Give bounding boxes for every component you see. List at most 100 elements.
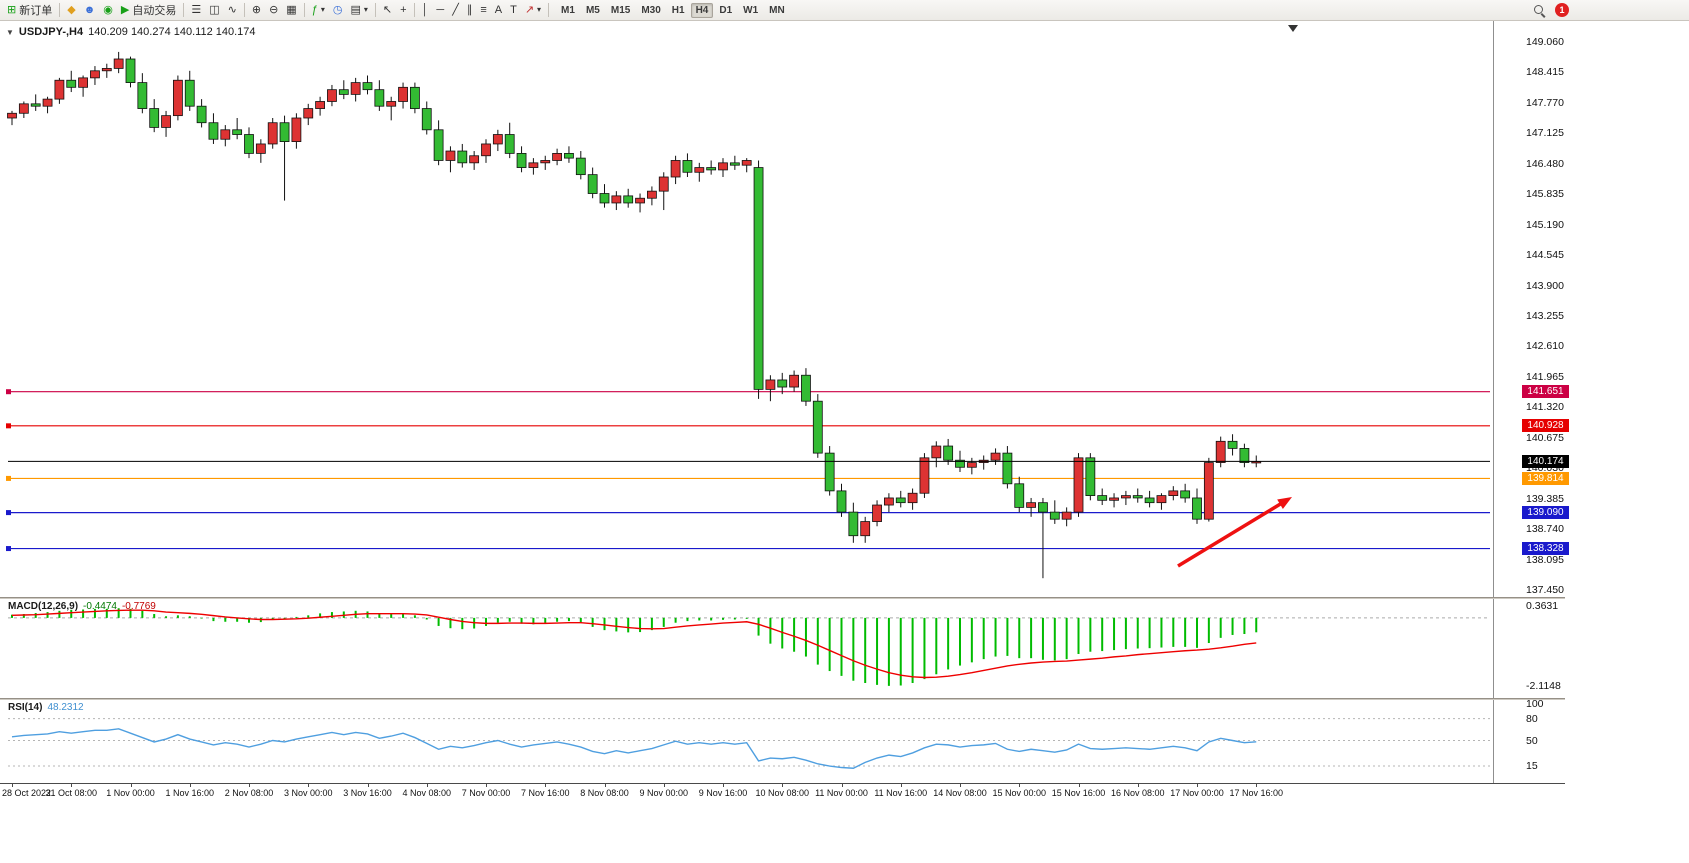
- candle: [220, 125, 231, 147]
- time-axis-label: 2 Nov 08:00: [224, 788, 274, 798]
- clock-icon: ◷: [332, 3, 343, 16]
- fibonacci-tool-button[interactable]: ≡: [476, 2, 490, 19]
- trendline-tool-button[interactable]: ╱: [448, 2, 463, 19]
- candle: [18, 101, 29, 118]
- vline-icon: │: [421, 3, 429, 16]
- rsi-axis-label: 50: [1526, 734, 1538, 747]
- hline-handle[interactable]: [6, 475, 11, 481]
- time-axis-label: 15 Nov 00:00: [992, 788, 1047, 798]
- community-button[interactable]: ◉: [99, 2, 117, 19]
- candle: [255, 139, 266, 163]
- candle: [943, 438, 954, 465]
- hline-tool-button[interactable]: ─: [432, 2, 448, 19]
- timeframe-button-mn[interactable]: MN: [764, 3, 790, 18]
- candle: [1073, 453, 1084, 517]
- time-axis-tick: [723, 784, 724, 787]
- candle: [575, 151, 586, 180]
- hline-handle[interactable]: [6, 423, 11, 429]
- candle: [801, 368, 811, 406]
- arrow-tool-button[interactable]: ↗ ▾: [521, 2, 545, 19]
- hline-handle[interactable]: [6, 510, 11, 516]
- price-axis-label: 146.480: [1526, 157, 1564, 170]
- fibonacci-icon: ≡: [480, 3, 487, 16]
- trend-arrow[interactable]: [1177, 500, 1285, 568]
- candle: [196, 99, 207, 128]
- new-chart-button[interactable]: ◆: [63, 2, 79, 19]
- candle: [113, 51, 124, 74]
- text-tool-button[interactable]: A: [491, 2, 506, 19]
- price-scale[interactable]: 149.060 148.415 147.770 147.125 146.480 145.8…: [1495, 21, 1689, 597]
- timeframe-button-h1[interactable]: H1: [667, 3, 690, 18]
- time-axis-tick: [71, 784, 73, 787]
- bars-chart-icon: ☰: [191, 3, 202, 16]
- profile-button[interactable]: ☻: [80, 2, 100, 19]
- main-chart-canvas: [6, 25, 1490, 579]
- macd-scale[interactable]: 0.3631 -2.1148: [1495, 599, 1689, 698]
- timeframe-button-d1[interactable]: D1: [714, 3, 737, 18]
- hline-handle[interactable]: [6, 546, 11, 552]
- candle: [149, 99, 160, 133]
- tile-windows-button[interactable]: ▦: [282, 2, 300, 19]
- candle: [232, 117, 243, 140]
- timeframe-button-h4[interactable]: H4: [690, 2, 714, 18]
- timeframe-button-m1[interactable]: M1: [556, 3, 580, 18]
- search-icon[interactable]: [1533, 4, 1546, 17]
- macd-label: MACD(12,26,9) -0.4474 -0.7769: [8, 601, 156, 612]
- candle: [635, 193, 645, 213]
- candle: [350, 77, 361, 102]
- time-axis-label: 11 Nov 00:00: [815, 788, 868, 798]
- panel-separator[interactable]: [0, 597, 1565, 599]
- channel-tool-button[interactable]: ∥: [463, 2, 477, 19]
- rsi-scale[interactable]: 100 80 50 15: [1495, 698, 1689, 783]
- zoom-out-button[interactable]: ⊖: [265, 2, 282, 19]
- candlestick-chart-button[interactable]: ◫: [205, 2, 223, 19]
- bars-chart-button[interactable]: ☰: [187, 2, 205, 19]
- cursor-button[interactable]: ↖: [379, 2, 396, 19]
- template-button[interactable]: ▤ ▾: [346, 2, 371, 19]
- candle: [362, 75, 373, 95]
- trendline-icon: ╱: [452, 3, 459, 16]
- hline-handle[interactable]: [6, 389, 11, 395]
- chart-shift-marker[interactable]: [1288, 25, 1298, 32]
- autotrade-button[interactable]: ▶ 自动交易: [117, 2, 180, 19]
- toolbar-separator: [303, 3, 305, 17]
- candle: [812, 394, 823, 458]
- timeframe-button-m15[interactable]: M15: [606, 3, 635, 18]
- macd-signal-value: -0.7769: [121, 601, 156, 612]
- indicators-button[interactable]: ƒ ▾: [308, 2, 329, 19]
- rsi-name: RSI(14): [8, 702, 43, 713]
- new-order-button[interactable]: ⊞ 新订单: [3, 2, 56, 19]
- price-axis-label: 145.190: [1526, 218, 1564, 231]
- candle: [1239, 443, 1250, 468]
- candle: [7, 110, 17, 126]
- candle: [1085, 453, 1096, 501]
- candle: [729, 155, 740, 170]
- candle: [492, 129, 503, 152]
- candle: [54, 77, 65, 104]
- timeframe-button-m30[interactable]: M30: [636, 3, 665, 18]
- price-axis-label: 144.545: [1526, 249, 1564, 262]
- price-level-box: 139.090: [1522, 506, 1569, 520]
- candle: [919, 453, 930, 498]
- vline-tool-button[interactable]: │: [418, 2, 433, 19]
- time-axis-tick: [1019, 784, 1021, 787]
- panel-separator[interactable]: [0, 698, 1565, 700]
- notification-badge[interactable]: 1: [1555, 3, 1569, 17]
- candle: [765, 375, 776, 402]
- timeframe-button-m5[interactable]: M5: [581, 3, 605, 18]
- label-tool-button[interactable]: T: [506, 2, 521, 19]
- candle: [1168, 486, 1179, 501]
- time-axis[interactable]: 28 Oct 2022 31 Oct 08:00 1 Nov 00:00 1 Nov …: [0, 783, 1565, 800]
- time-axis-label: 14 Nov 08:00: [933, 788, 987, 798]
- candle: [587, 167, 598, 199]
- trend-arrow-head[interactable]: [1277, 497, 1292, 509]
- line-chart-button[interactable]: ∿: [224, 2, 241, 19]
- collapse-arrow-icon[interactable]: ▼: [6, 27, 14, 37]
- timeframe-button-w1[interactable]: W1: [738, 3, 763, 18]
- rsi-axis-label: 100: [1526, 698, 1544, 710]
- arrow-tool-icon: ↗: [524, 3, 535, 16]
- price-axis-label: 139.385: [1526, 492, 1564, 505]
- zoom-in-button[interactable]: ⊕: [248, 2, 265, 19]
- clock-button[interactable]: ◷: [329, 2, 347, 19]
- crosshair-button[interactable]: +: [396, 2, 410, 19]
